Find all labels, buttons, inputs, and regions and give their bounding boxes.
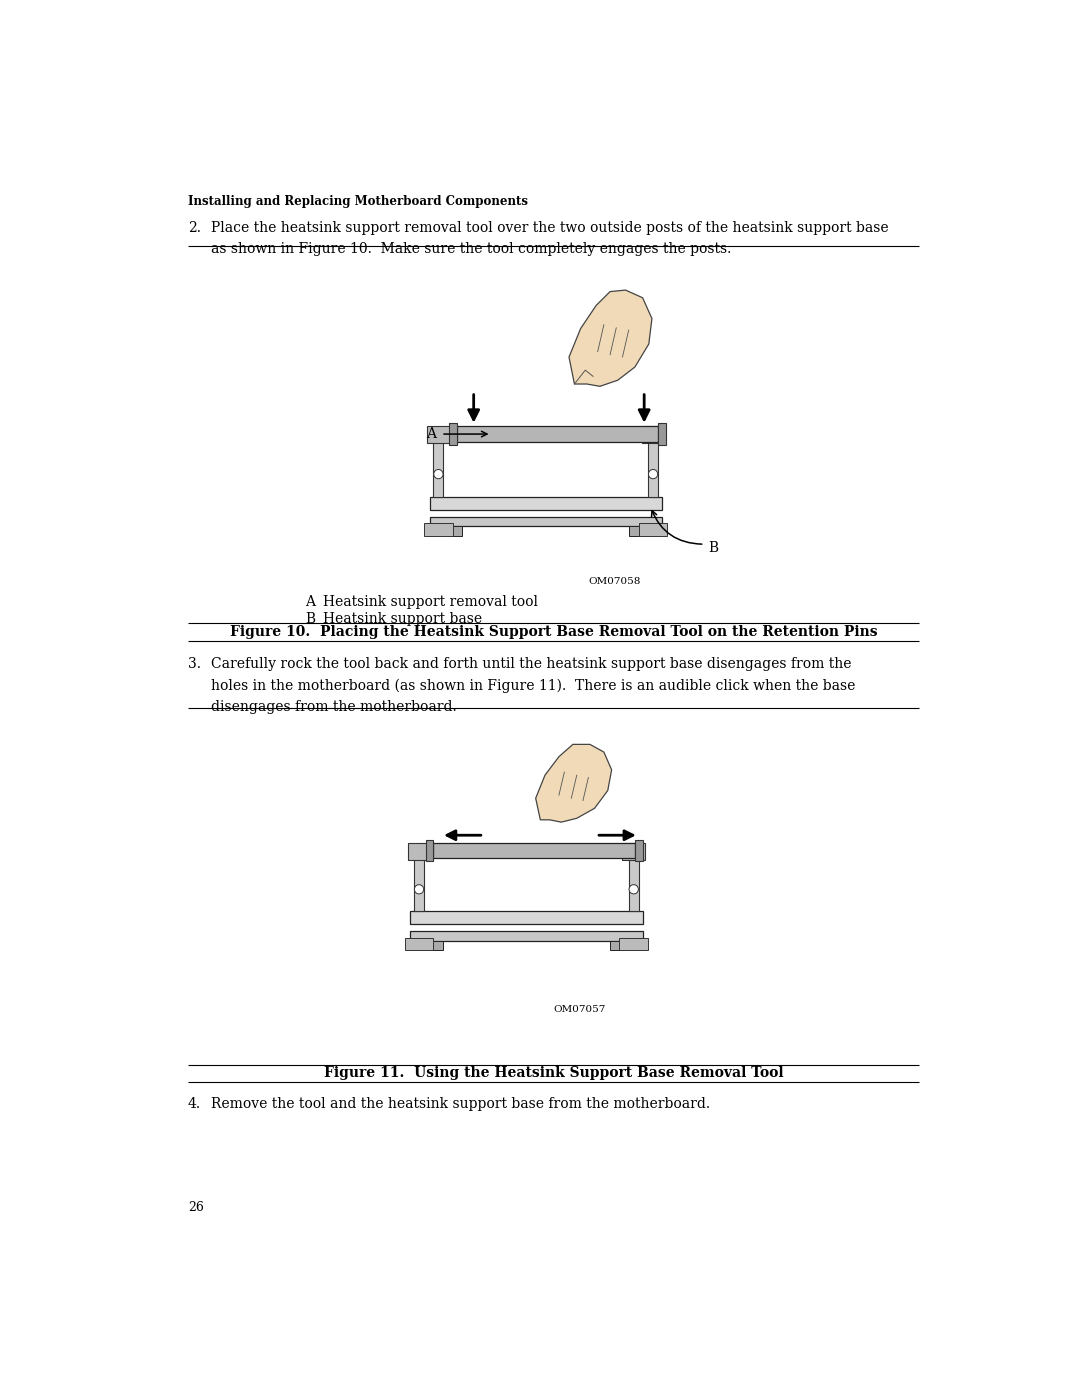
Bar [433, 842, 635, 858]
Bar [433, 440, 444, 497]
Text: 3.: 3. [188, 657, 201, 671]
Bar [638, 524, 667, 535]
Polygon shape [569, 291, 652, 387]
Bar [424, 524, 453, 535]
Polygon shape [536, 745, 611, 823]
Text: Carefully rock the tool back and forth until the heatsink support base disengage: Carefully rock the tool back and forth u… [211, 657, 851, 671]
Circle shape [648, 469, 658, 479]
Text: Installing and Replacing Motherboard Components: Installing and Replacing Motherboard Com… [188, 194, 528, 208]
Circle shape [415, 884, 423, 894]
Bar [430, 517, 662, 527]
Circle shape [629, 884, 638, 894]
Bar [449, 423, 457, 444]
Circle shape [434, 469, 443, 479]
Bar [610, 940, 621, 950]
Bar [630, 527, 640, 535]
Text: A: A [306, 595, 315, 609]
Text: 2.: 2. [188, 221, 201, 235]
Bar [432, 940, 443, 950]
Bar [451, 527, 462, 535]
Text: Figure 11.  Using the Heatsink Support Base Removal Tool: Figure 11. Using the Heatsink Support Ba… [324, 1066, 783, 1080]
Bar [642, 426, 664, 443]
Bar [430, 497, 662, 510]
Bar [619, 937, 648, 950]
Text: Heatsink support removal tool: Heatsink support removal tool [323, 595, 538, 609]
Bar [414, 856, 424, 911]
Text: A: A [426, 427, 435, 441]
Bar [410, 932, 643, 940]
Text: B: B [306, 612, 315, 626]
Text: holes in the motherboard (as shown in Figure 11).  There is an audible click whe: holes in the motherboard (as shown in Fi… [211, 678, 855, 693]
Text: disengages from the motherboard.: disengages from the motherboard. [211, 700, 457, 714]
Bar [428, 426, 449, 443]
Text: as shown in Figure 10.  Make sure the tool completely engages the posts.: as shown in Figure 10. Make sure the too… [211, 242, 731, 256]
Bar [635, 840, 643, 862]
Text: 26: 26 [188, 1201, 203, 1214]
Bar [629, 856, 638, 911]
Bar [410, 911, 643, 923]
Bar [408, 842, 430, 861]
Bar [622, 842, 645, 861]
Bar [405, 937, 433, 950]
Text: Place the heatsink support removal tool over the two outside posts of the heatsi: Place the heatsink support removal tool … [211, 221, 889, 235]
Text: B: B [708, 541, 718, 555]
Text: OM07057: OM07057 [554, 1004, 606, 1014]
Bar [457, 426, 658, 441]
Bar [648, 440, 658, 497]
Text: 4.: 4. [188, 1097, 201, 1111]
Text: Remove the tool and the heatsink support base from the motherboard.: Remove the tool and the heatsink support… [211, 1097, 710, 1111]
Text: Figure 10.  Placing the Heatsink Support Base Removal Tool on the Retention Pins: Figure 10. Placing the Heatsink Support … [230, 626, 877, 640]
Text: Heatsink support base: Heatsink support base [323, 612, 482, 626]
Bar [658, 423, 666, 444]
Bar [426, 840, 433, 862]
Text: OM07058: OM07058 [589, 577, 640, 587]
